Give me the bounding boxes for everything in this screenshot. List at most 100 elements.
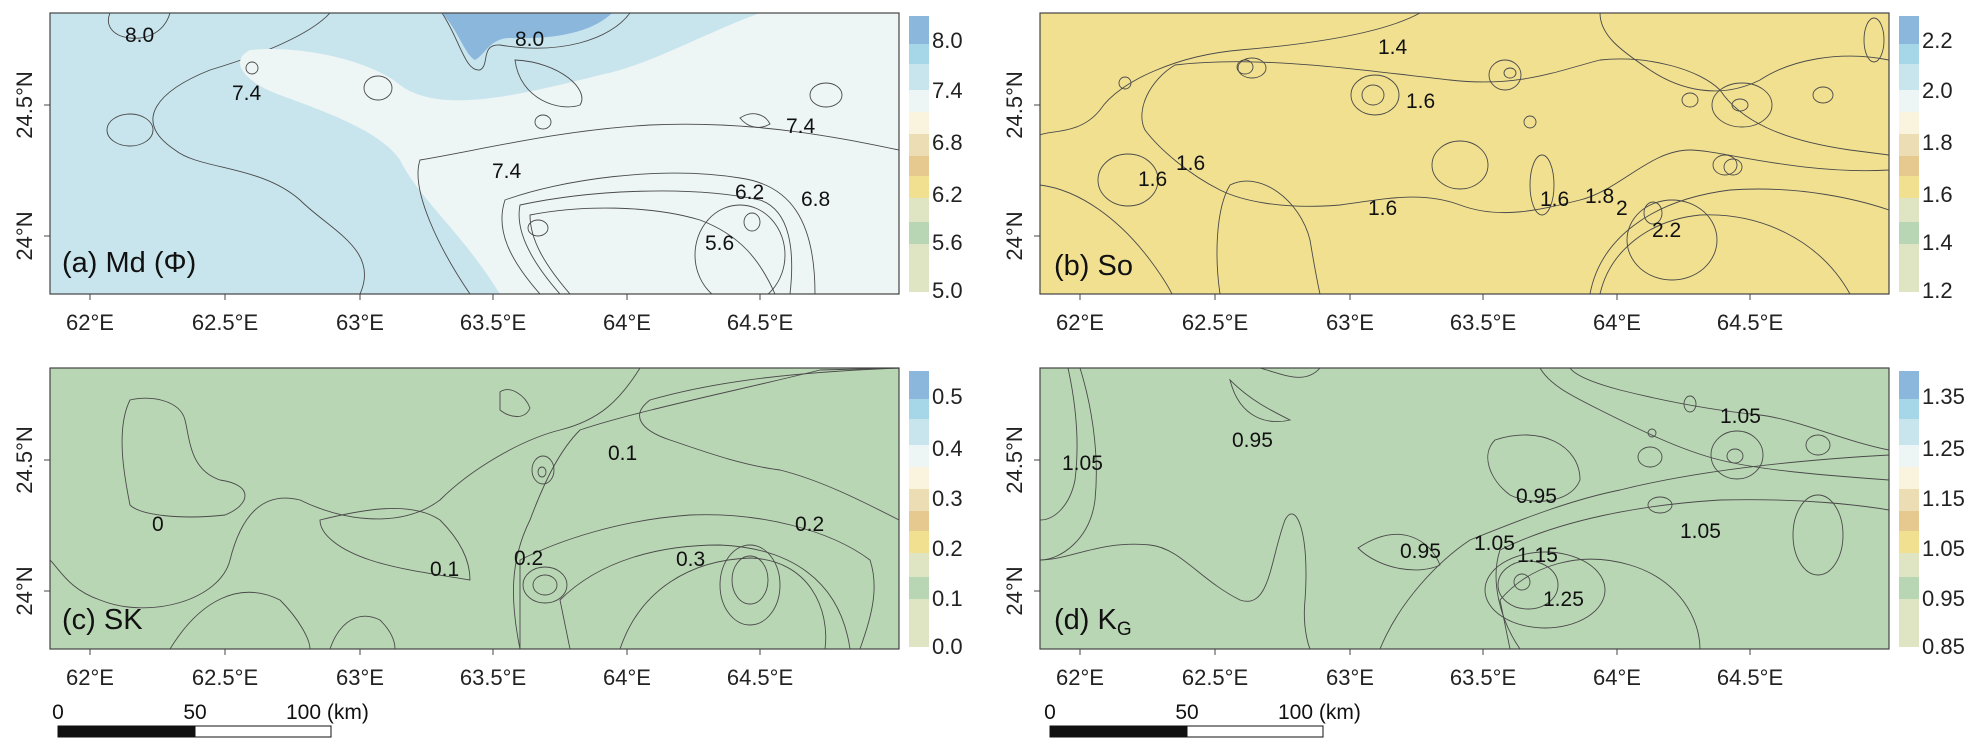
contour-label: 6.2 — [735, 181, 764, 204]
contour-label: 0 — [152, 513, 164, 536]
scale-label: 100 (km) — [1278, 701, 1361, 724]
x-tick-label: 62.5°E — [192, 310, 258, 335]
contour-label: 0.95 — [1232, 429, 1273, 452]
y-tick-label: 24.5°N — [1002, 426, 1027, 494]
contour-label: 1.6 — [1138, 168, 1167, 191]
x-tick-label: 62°E — [1056, 665, 1104, 690]
legend-label: 0.4 — [932, 436, 963, 461]
panel-a-contour-labels: 8.0 8.0 7.4 7.4 7.4 6.2 6.8 5.6 — [125, 24, 830, 255]
y-tick-label: 24°N — [12, 566, 37, 615]
contour-label: 2 — [1616, 197, 1628, 220]
legend-label: 7.4 — [932, 78, 963, 103]
y-tick-label: 24.5°N — [12, 71, 37, 139]
contour-label: 1.05 — [1720, 405, 1761, 428]
x-tick-label: 63°E — [336, 665, 384, 690]
panel-c-x-ticks: 62°E 62.5°E 63°E 63.5°E 64°E 64.5°E — [66, 665, 793, 690]
scale-label: 50 — [1175, 701, 1198, 724]
panel-a-y-ticks: 24.5°N 24°N — [12, 71, 37, 260]
legend-label: 0.85 — [1922, 634, 1965, 659]
contour-label: 8.0 — [125, 24, 154, 47]
legend-a: 8.0 7.4 6.8 6.2 5.6 5.0 — [909, 16, 963, 303]
x-tick-label: 64°E — [1593, 310, 1641, 335]
x-tick-label: 63°E — [1326, 310, 1374, 335]
panel-c-y-ticks: 24.5°N 24°N — [12, 426, 37, 615]
legend-label: 1.15 — [1922, 486, 1965, 511]
panel-a-map — [50, 13, 899, 294]
x-tick-label: 62.5°E — [192, 665, 258, 690]
scale-bar-left: 0 50 100 (km) — [52, 701, 369, 738]
legend-label: 6.8 — [932, 130, 963, 155]
legend-label: 1.4 — [1922, 230, 1953, 255]
legend-label: 2.2 — [1922, 28, 1953, 53]
x-tick-label: 64.5°E — [1717, 665, 1783, 690]
panel-b-x-ticks: 62°E 62.5°E 63°E 63.5°E 64°E 64.5°E — [1056, 310, 1783, 335]
scale-label: 0 — [52, 701, 64, 724]
x-tick-label: 64°E — [603, 310, 651, 335]
y-tick-label: 24°N — [12, 211, 37, 260]
x-tick-label: 63.5°E — [1450, 665, 1516, 690]
contour-label: 7.4 — [786, 115, 816, 138]
scale-label: 0 — [1044, 701, 1056, 724]
contour-label: 1.25 — [1543, 588, 1584, 611]
contour-label: 0.2 — [514, 547, 543, 570]
legend-d: 1.35 1.25 1.15 1.05 0.95 0.85 — [1899, 371, 1965, 659]
contour-label: 1.15 — [1517, 544, 1558, 567]
panel-c-map — [50, 368, 899, 649]
panel-d-title: (d) KG — [1054, 604, 1132, 640]
contour-label: 1.05 — [1474, 532, 1515, 555]
legend-c: 0.5 0.4 0.3 0.2 0.1 0.0 — [909, 371, 963, 659]
y-tick-label: 24.5°N — [1002, 71, 1027, 139]
panel-b-map — [1040, 13, 1889, 294]
contour-label: 1.6 — [1368, 197, 1397, 220]
x-tick-label: 63.5°E — [1450, 310, 1516, 335]
legend-label: 0.3 — [932, 486, 963, 511]
panel-d-contour-labels: 1.05 0.95 1.05 0.95 0.95 1.05 1.15 1.05 … — [1062, 405, 1761, 611]
x-tick-label: 62°E — [1056, 310, 1104, 335]
x-tick-label: 64.5°E — [727, 310, 793, 335]
panel-b-y-ticks: 24.5°N 24°N — [1002, 71, 1027, 260]
scale-label: 100 (km) — [286, 701, 369, 724]
panel-a-x-ticks: 62°E 62.5°E 63°E 63.5°E 64°E 64.5°E — [66, 310, 793, 335]
y-tick-label: 24°N — [1002, 211, 1027, 260]
legend-label: 1.6 — [1922, 182, 1953, 207]
contour-label: 5.6 — [705, 232, 734, 255]
contour-label: 6.8 — [801, 188, 830, 211]
x-tick-label: 64.5°E — [727, 665, 793, 690]
x-tick-label: 63.5°E — [460, 310, 526, 335]
x-tick-label: 62.5°E — [1182, 665, 1248, 690]
legend-label: 6.2 — [932, 182, 963, 207]
legend-label: 1.05 — [1922, 536, 1965, 561]
contour-label: 7.4 — [492, 160, 522, 183]
x-tick-label: 63.5°E — [460, 665, 526, 690]
panel-b-contour-labels: 1.4 1.6 1.6 1.6 1.6 1.6 1.8 2 2.2 — [1138, 36, 1681, 242]
legend-label: 0.2 — [932, 536, 963, 561]
x-tick-label: 64°E — [603, 665, 651, 690]
legend-label: 0.5 — [932, 384, 963, 409]
contour-label: 8.0 — [515, 28, 544, 51]
contour-label: 0.1 — [608, 442, 637, 465]
contour-label: 0.95 — [1516, 485, 1557, 508]
legend-b: 2.2 2.0 1.8 1.6 1.4 1.2 — [1899, 16, 1953, 303]
legend-label: 0.1 — [932, 586, 963, 611]
legend-label: 0.0 — [932, 634, 963, 659]
contour-label: 1.6 — [1176, 152, 1205, 175]
x-tick-label: 62°E — [66, 665, 114, 690]
x-tick-label: 63°E — [1326, 665, 1374, 690]
contour-label: 1.4 — [1378, 36, 1408, 59]
legend-label: 5.0 — [932, 278, 963, 303]
contour-label: 0.1 — [430, 558, 459, 581]
scale-bar-right: 0 50 100 (km) — [1044, 701, 1361, 738]
y-tick-label: 24.5°N — [12, 426, 37, 494]
panel-b-axes — [1034, 104, 1751, 300]
panel-d-x-ticks: 62°E 62.5°E 63°E 63.5°E 64°E 64.5°E — [1056, 665, 1783, 690]
panel-d-title-sub: G — [1117, 619, 1132, 640]
contour-label: 1.6 — [1540, 188, 1569, 211]
legend-label: 1.2 — [1922, 278, 1953, 303]
panel-c-contour-labels: 0 0.1 0.1 0.2 0.2 0.3 — [152, 442, 824, 581]
panel-d-axes — [1034, 459, 1751, 655]
legend-label: 1.35 — [1922, 384, 1965, 409]
x-tick-label: 64.5°E — [1717, 310, 1783, 335]
contour-label: 0.3 — [676, 548, 705, 571]
contour-label: 1.6 — [1406, 90, 1435, 113]
